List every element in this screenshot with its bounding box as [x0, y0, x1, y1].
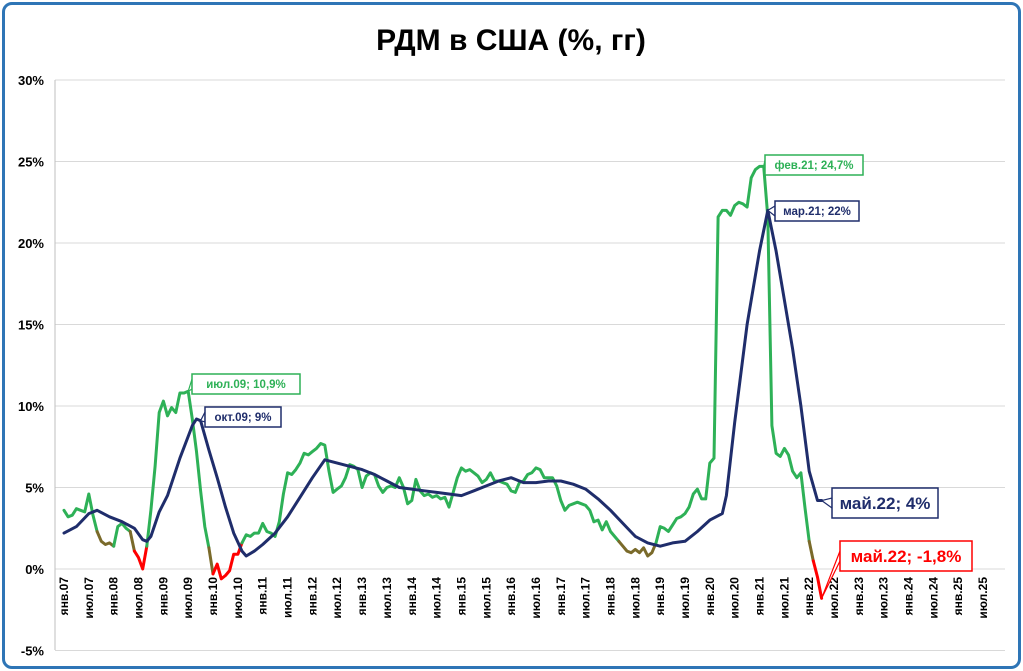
x-tick-label: июл.16: [529, 577, 543, 619]
x-tick-label: янв.13: [355, 577, 369, 616]
x-tick-label: янв.15: [454, 577, 468, 616]
x-tick-label: июл.15: [479, 577, 493, 619]
callout-box: [774, 200, 860, 222]
x-tick-label: янв.25: [951, 577, 965, 616]
y-tick-label: 20%: [18, 236, 44, 251]
navy-series-line: [62, 208, 824, 558]
series-lines: [62, 164, 824, 600]
x-tick-label: июл.12: [330, 577, 344, 619]
x-tick-label: июл.24: [926, 577, 940, 619]
annotations: июл.09; 10,9% окт.09; 9% фев.21; 24,7% мар.…: [187, 154, 973, 599]
green-series-line: [207, 546, 215, 576]
callout: май.22; -1,8%: [821, 540, 973, 599]
x-tick-label: июл.23: [877, 577, 891, 619]
x-tick-label: янв.19: [653, 577, 667, 616]
green-series-line: [62, 492, 99, 533]
green-series-line: [211, 541, 244, 581]
x-tick-label: янв.20: [703, 577, 717, 616]
x-tick-label: июл.22: [827, 577, 841, 619]
callout: мар.21; 22%: [766, 200, 860, 222]
x-tick-label: июл.07: [82, 577, 96, 619]
x-tick-label: июл.08: [132, 577, 146, 619]
green-series-line: [128, 530, 136, 553]
y-axis-ticks: 30% 25% 20% 15% 10% 5% 0% -5%: [18, 73, 44, 659]
green-series-line: [95, 530, 116, 548]
x-tick-label: июл.20: [728, 577, 742, 619]
y-tick-label: 10%: [18, 399, 44, 414]
green-series-line: [132, 544, 149, 571]
callout-label: июл.09; 10,9%: [206, 379, 286, 391]
x-tick-label: июл.09: [181, 577, 195, 619]
green-series-line: [811, 559, 824, 600]
y-tick-label: 15%: [18, 318, 44, 333]
x-tick-label: июл.25: [976, 577, 990, 619]
callout: июл.09; 10,9%: [187, 373, 301, 395]
x-tick-label: июл.14: [430, 577, 444, 619]
x-tick-label: янв.12: [305, 577, 319, 616]
x-tick-label: июл.11: [281, 577, 295, 618]
callout-box: [831, 487, 939, 519]
green-series-line: [145, 389, 211, 550]
green-series-line: [592, 518, 621, 543]
x-tick-label: янв.23: [852, 577, 866, 616]
callout-label: мар.21; 22%: [783, 206, 851, 218]
callout-box: [839, 540, 973, 572]
y-tick-label: 25%: [18, 155, 44, 170]
callout: май.22; 4%: [820, 487, 939, 519]
x-tick-label: янв.21: [753, 577, 767, 616]
callout-pointer: [820, 497, 833, 510]
green-series-line: [112, 521, 132, 548]
x-tick-label: июл.13: [380, 577, 394, 619]
callout-box: [204, 406, 282, 428]
chart-title: РДМ в США (%, гг): [376, 24, 646, 57]
green-series-line: [240, 442, 596, 545]
x-tick-label: янв.09: [156, 577, 170, 616]
x-tick-label: янв.18: [603, 577, 617, 616]
green-series-line: [617, 539, 658, 558]
x-tick-label: янв.07: [57, 577, 71, 616]
callout-label: окт.09; 9%: [214, 412, 271, 424]
x-tick-label: янв.16: [504, 577, 518, 616]
y-tick-label: 0%: [25, 562, 44, 577]
y-tick-label: 30%: [18, 73, 44, 88]
y-tick-label: -5%: [21, 644, 45, 659]
x-tick-label: янв.24: [902, 577, 916, 616]
x-tick-label: янв.08: [107, 577, 121, 616]
callout: фев.21; 24,7%: [763, 154, 864, 176]
green-series-line: [654, 164, 811, 545]
callout-box: [191, 373, 301, 395]
y-tick-label: 5%: [25, 481, 44, 496]
x-tick-label: янв.22: [802, 577, 816, 616]
x-tick-label: июл.18: [628, 577, 642, 619]
x-tick-label: янв.17: [554, 577, 568, 616]
callout-label: фев.21; 24,7%: [775, 160, 854, 172]
callout-label: май.22; -1,8%: [851, 547, 962, 566]
x-tick-label: янв.14: [405, 577, 419, 616]
x-tick-label: июл.19: [678, 577, 692, 619]
x-tick-label: июл.10: [231, 577, 245, 619]
callout-box: [764, 154, 864, 176]
x-tick-label: июл.21: [777, 577, 791, 619]
x-tick-label: июл.17: [579, 577, 593, 619]
x-tick-label: янв.11: [256, 577, 270, 615]
x-axis-ticks: янв.07 июл.07 янв.08 июл.08 янв.09 июл.09 янв.…: [57, 577, 990, 619]
x-tick-label: янв.10: [206, 577, 220, 616]
green-series-line: [807, 539, 815, 563]
callout-label: май.22; 4%: [840, 494, 931, 513]
callout: окт.09; 9%: [199, 406, 282, 428]
